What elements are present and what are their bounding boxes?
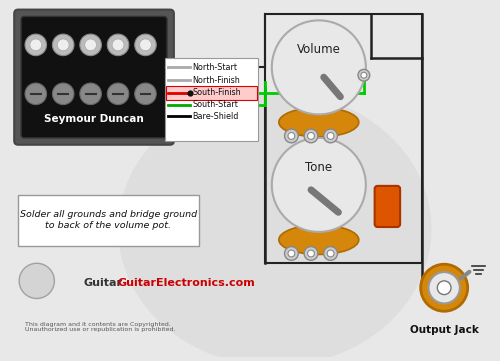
Circle shape bbox=[25, 34, 46, 56]
Circle shape bbox=[308, 250, 314, 257]
Circle shape bbox=[108, 34, 129, 56]
Circle shape bbox=[288, 250, 295, 257]
Circle shape bbox=[272, 138, 366, 232]
Circle shape bbox=[84, 39, 96, 51]
Circle shape bbox=[284, 247, 298, 260]
Text: Seymour Duncan: Seymour Duncan bbox=[44, 114, 144, 124]
Text: Guitar: Guitar bbox=[84, 278, 123, 288]
Circle shape bbox=[288, 132, 295, 139]
Circle shape bbox=[30, 39, 42, 51]
Text: North-Start: North-Start bbox=[192, 63, 238, 72]
Circle shape bbox=[361, 72, 367, 78]
Circle shape bbox=[80, 34, 102, 56]
Ellipse shape bbox=[118, 92, 432, 361]
Text: Output Jack: Output Jack bbox=[410, 325, 478, 335]
Circle shape bbox=[140, 39, 151, 51]
Bar bbox=[166, 86, 257, 100]
Text: Tone: Tone bbox=[306, 161, 332, 174]
Ellipse shape bbox=[279, 108, 359, 137]
Text: North-Finish: North-Finish bbox=[192, 75, 240, 84]
Circle shape bbox=[327, 250, 334, 257]
FancyBboxPatch shape bbox=[374, 186, 400, 227]
Ellipse shape bbox=[279, 225, 359, 255]
Circle shape bbox=[134, 83, 156, 105]
Circle shape bbox=[52, 83, 74, 105]
Circle shape bbox=[284, 129, 298, 143]
Circle shape bbox=[308, 132, 314, 139]
Circle shape bbox=[358, 69, 370, 81]
Circle shape bbox=[52, 34, 74, 56]
Circle shape bbox=[108, 83, 129, 105]
Circle shape bbox=[324, 247, 338, 260]
Circle shape bbox=[327, 132, 334, 139]
Circle shape bbox=[304, 129, 318, 143]
Circle shape bbox=[134, 34, 156, 56]
Text: Solder all grounds and bridge ground
to back of the volume pot.: Solder all grounds and bridge ground to … bbox=[20, 210, 197, 230]
Circle shape bbox=[19, 263, 55, 299]
Circle shape bbox=[80, 83, 102, 105]
Circle shape bbox=[304, 247, 318, 260]
Bar bbox=[165, 58, 258, 141]
Circle shape bbox=[420, 264, 468, 311]
Bar bbox=[265, 13, 422, 263]
Circle shape bbox=[324, 129, 338, 143]
Text: Bare-Shield: Bare-Shield bbox=[192, 112, 239, 121]
Text: South-Start: South-Start bbox=[192, 100, 238, 109]
Bar bbox=[18, 195, 200, 245]
FancyBboxPatch shape bbox=[21, 17, 167, 138]
FancyArrowPatch shape bbox=[461, 272, 469, 278]
Circle shape bbox=[112, 39, 124, 51]
Circle shape bbox=[438, 281, 451, 295]
FancyBboxPatch shape bbox=[14, 10, 174, 145]
Circle shape bbox=[25, 83, 46, 105]
Text: South-Finish: South-Finish bbox=[192, 88, 241, 97]
Circle shape bbox=[58, 39, 69, 51]
Circle shape bbox=[272, 20, 366, 114]
Circle shape bbox=[428, 272, 460, 303]
Text: This diagram and it contents are Copyrighted.
Unauthorized use or republication : This diagram and it contents are Copyrig… bbox=[25, 322, 176, 332]
Text: GuitarElectronics.com: GuitarElectronics.com bbox=[117, 278, 255, 288]
Text: Volume: Volume bbox=[297, 43, 341, 56]
